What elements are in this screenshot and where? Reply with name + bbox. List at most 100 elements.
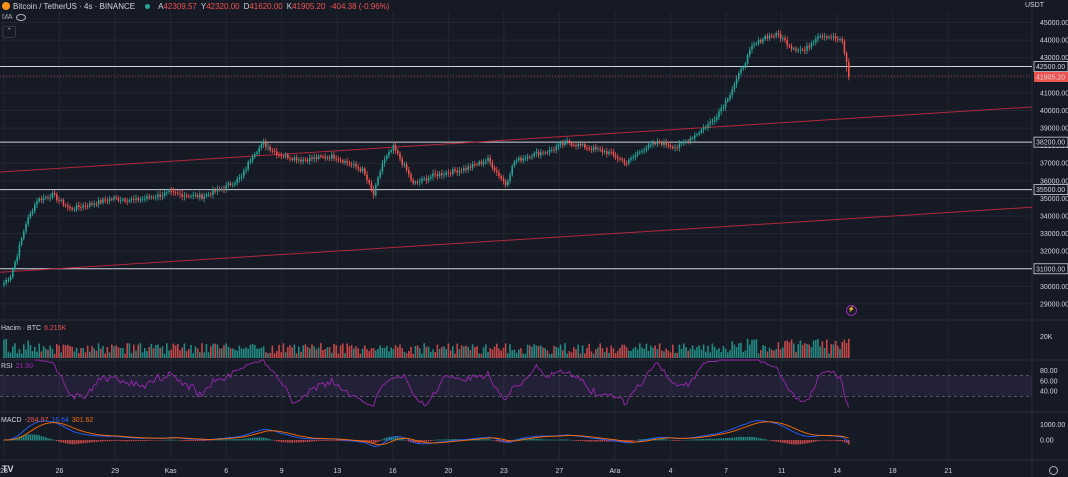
volume-bar — [425, 346, 428, 358]
macd-hist-bar — [111, 440, 113, 442]
macd-hist-bar — [740, 436, 742, 441]
candle-body — [194, 194, 197, 196]
volume-bar — [238, 345, 241, 358]
volume-bar — [60, 352, 62, 358]
macd-hist-bar — [317, 440, 320, 441]
macd-hist-bar — [113, 440, 115, 441]
macd-hist-bar — [375, 440, 377, 443]
candle-body — [601, 149, 604, 153]
macd-value-1: -284.97 — [24, 417, 49, 424]
volume-bar — [460, 345, 463, 358]
macd-hist-bar — [526, 438, 529, 441]
collapse-chevron-icon[interactable]: ⌃ — [2, 26, 16, 38]
macd-hist-bar — [837, 440, 839, 442]
candle-body — [179, 193, 181, 195]
macd-hist-bar — [537, 438, 540, 441]
macd-hist-bar — [843, 440, 846, 443]
macd-hist-bar — [170, 439, 172, 441]
candle-body — [628, 159, 630, 164]
volume-bar — [707, 345, 709, 358]
candle-body — [463, 168, 465, 171]
macd-hist-bar — [447, 439, 450, 441]
macd-hist-bar — [414, 440, 417, 443]
volume-bar — [390, 347, 392, 358]
candle-body — [84, 205, 87, 207]
candle-body — [830, 36, 832, 38]
candle-body — [91, 202, 93, 205]
candle-body — [170, 190, 172, 192]
macd-hist-bar — [727, 437, 729, 441]
volume-bar — [346, 343, 348, 358]
volume-bar — [828, 353, 830, 358]
macd-hist-bar — [590, 440, 593, 442]
candle-body — [201, 194, 203, 199]
price-tick-label: 40000.00 — [1040, 108, 1068, 115]
candle-body — [100, 200, 102, 203]
lightning-icon[interactable]: ⚡ — [846, 305, 857, 316]
volume-bar — [526, 344, 529, 358]
volume-bar — [797, 344, 799, 358]
macd-hist-bar — [436, 439, 439, 441]
volume-bar — [746, 338, 749, 358]
candle-body — [245, 169, 247, 172]
candle-body — [271, 150, 274, 152]
tradingview-logo[interactable]: TV — [2, 464, 14, 474]
candle-body — [304, 159, 307, 161]
macd-hist-bar — [408, 440, 410, 442]
volume-bar — [36, 351, 38, 358]
volume-bar — [102, 345, 104, 358]
ma-indicator[interactable]: MA — [2, 14, 26, 21]
settings-icon[interactable] — [1049, 466, 1058, 475]
macd-hist-bar — [177, 439, 179, 441]
macd-legend: MACD -284.97 16.64 301.62 — [1, 417, 93, 424]
macd-hist-bar — [403, 439, 406, 441]
volume-bar — [447, 343, 450, 358]
open-value: 42309.57 — [163, 1, 197, 11]
macd-hist-bar — [826, 440, 828, 441]
eye-icon[interactable] — [15, 14, 26, 21]
volume-bar — [344, 353, 346, 358]
candle-body — [590, 148, 593, 151]
candle-body — [183, 195, 186, 197]
macd-hist-bar — [485, 439, 487, 441]
rsi-value: 21.90 — [15, 363, 34, 370]
volume-bar — [328, 347, 331, 358]
macd-hist-bar — [155, 440, 157, 441]
candle-body — [372, 189, 375, 196]
macd-hist-bar — [254, 437, 256, 441]
macd-hist-bar — [669, 439, 672, 441]
candle-body — [427, 178, 430, 181]
candle-body — [460, 170, 463, 172]
volume-bar — [700, 349, 703, 358]
candle-body — [722, 107, 725, 109]
macd-hist-bar — [529, 438, 531, 441]
volume-bar — [830, 344, 832, 358]
macd-hist-bar — [617, 440, 619, 442]
macd-hist-bar — [108, 440, 111, 442]
currency-label[interactable]: USDT — [1024, 2, 1044, 9]
macd-hist-bar — [20, 435, 23, 441]
symbol-title[interactable]: Bitcoin / TetherUS · 4s · BINANCE — [13, 1, 136, 11]
candle-body — [458, 170, 461, 173]
macd-hist-bar — [188, 440, 190, 442]
candle-body — [482, 162, 485, 164]
time-tick-label: 26 — [56, 468, 64, 475]
volume-bar — [397, 347, 399, 358]
volume-bar — [630, 350, 632, 358]
volume-bar — [188, 349, 190, 358]
candle-body — [328, 157, 331, 159]
volume-bar — [192, 353, 194, 358]
candle-body — [227, 183, 230, 186]
macd-hist-bar — [841, 440, 843, 442]
candle-body — [474, 164, 476, 165]
macd-hist-bar — [773, 440, 775, 442]
macd-hist-bar — [117, 440, 120, 441]
volume-bar — [342, 343, 344, 358]
candle-body — [430, 176, 432, 179]
volume-bar — [834, 340, 837, 358]
volume-bar — [302, 345, 304, 358]
candle-body — [394, 145, 397, 151]
volume-bar — [782, 347, 784, 358]
volume-bar — [423, 343, 425, 358]
